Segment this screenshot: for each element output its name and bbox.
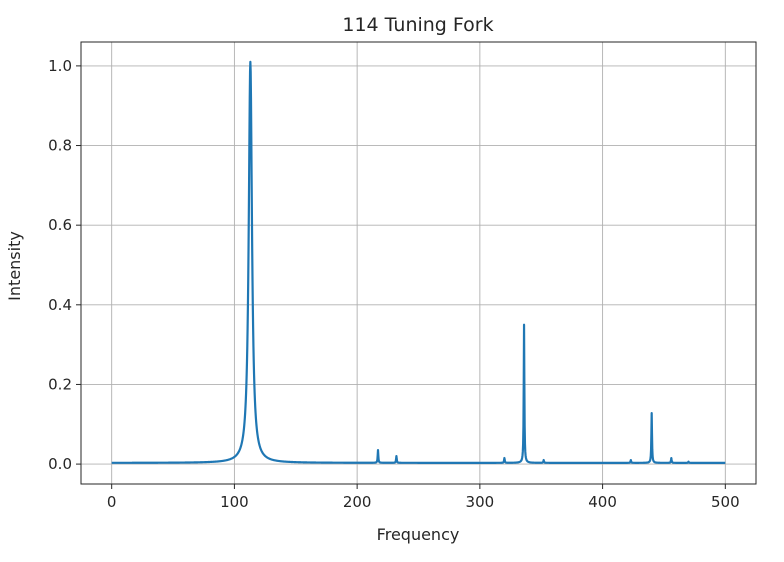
y-tick-label: 0.8 bbox=[48, 137, 72, 155]
series-layer bbox=[110, 60, 727, 464]
plot-frame bbox=[80, 41, 757, 485]
grid bbox=[81, 42, 756, 484]
x-axis-label: Frequency bbox=[377, 525, 460, 544]
ticks: 0 100 200 300 400 500 0.0 0.2 0.4 0.6 0.8 1.0 bbox=[48, 57, 739, 511]
spectrum-line bbox=[110, 60, 727, 464]
chart-title: 114 Tuning Fork bbox=[342, 14, 493, 36]
x-tick-label: 200 bbox=[343, 493, 372, 511]
y-tick-label: 0.0 bbox=[48, 455, 72, 473]
x-tick-label: 300 bbox=[466, 493, 495, 511]
y-tick-label: 0.6 bbox=[48, 216, 72, 234]
y-tick-label: 1.0 bbox=[48, 57, 72, 75]
y-tick-label: 0.2 bbox=[48, 375, 72, 393]
y-tick-label: 0.4 bbox=[48, 296, 72, 314]
y-axis-label: Intensity bbox=[5, 231, 24, 301]
x-tick-label: 400 bbox=[588, 493, 617, 511]
x-tick-label: 100 bbox=[220, 493, 249, 511]
x-tick-label: 500 bbox=[711, 493, 740, 511]
x-tick-label: 0 bbox=[107, 493, 117, 511]
